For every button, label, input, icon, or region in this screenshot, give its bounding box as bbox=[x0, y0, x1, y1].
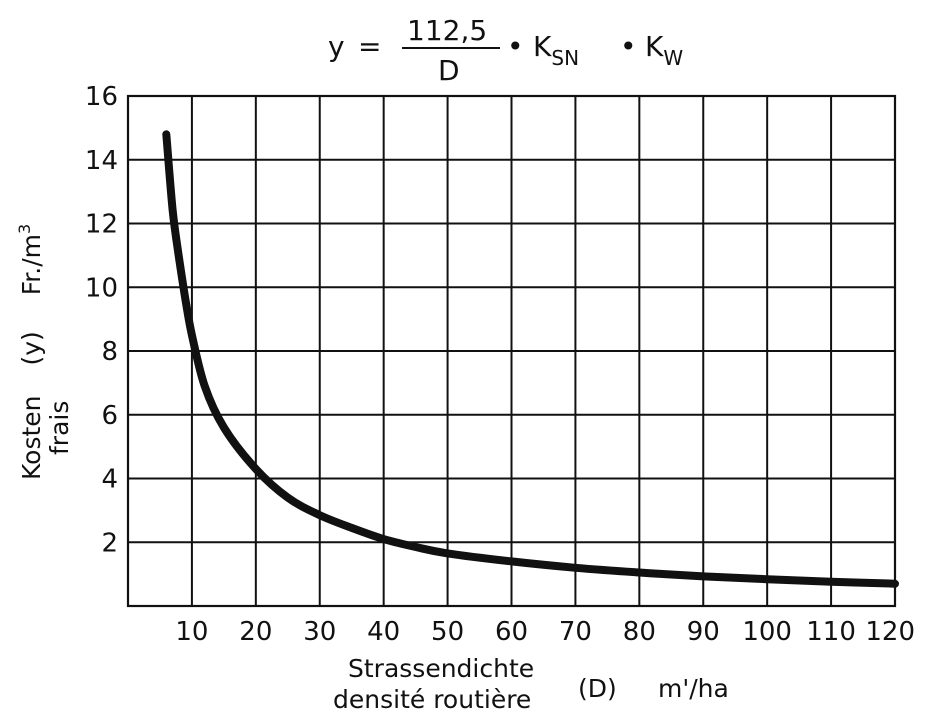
x-tick-label: 80 bbox=[623, 617, 656, 647]
x-axis-label: Strassendichte densité routière (D) m'/h… bbox=[333, 654, 729, 714]
x-axis-label-line-2: densité routière bbox=[333, 685, 531, 714]
y-tick-label: 4 bbox=[101, 465, 118, 495]
x-tick-label: 30 bbox=[303, 617, 336, 647]
y-axis-label-line-2: frais bbox=[45, 401, 74, 455]
x-axis-unit: m'/ha bbox=[658, 674, 729, 703]
formula-lhs: y bbox=[328, 30, 345, 63]
y-tick-label: 16 bbox=[85, 82, 118, 112]
y-tick-label: 10 bbox=[85, 273, 118, 303]
x-tick-label: 40 bbox=[367, 617, 400, 647]
x-tick-labels: 10 20 30 40 50 60 70 80 90 100 110 120 bbox=[175, 617, 915, 647]
y-tick-labels: 2 4 6 8 10 12 14 16 bbox=[85, 82, 118, 558]
plot-frame bbox=[126, 94, 897, 608]
formula-factor-2: KW bbox=[645, 30, 683, 70]
x-tick-label: 90 bbox=[687, 617, 720, 647]
x-tick-label: 70 bbox=[559, 617, 592, 647]
formula-denominator: D bbox=[438, 54, 460, 87]
y-tick-label: 8 bbox=[101, 337, 118, 367]
x-tick-label: 110 bbox=[806, 617, 856, 647]
x-tick-label: 100 bbox=[742, 617, 792, 647]
y-tick-label: 12 bbox=[85, 210, 118, 240]
y-tick-label: 6 bbox=[101, 401, 118, 431]
x-tick-label: 20 bbox=[239, 617, 272, 647]
formula: y = 112,5 D • KSN • KW bbox=[328, 14, 683, 87]
x-tick-label: 50 bbox=[431, 617, 464, 647]
x-tick-label: 10 bbox=[175, 617, 208, 647]
grid bbox=[128, 95, 896, 606]
x-axis-label-line-1: Strassendichte bbox=[348, 654, 534, 683]
y-tick-label: 2 bbox=[101, 528, 118, 558]
x-tick-label: 120 bbox=[865, 617, 915, 647]
y-axis-label: Kosten (y) Fr./m3 frais bbox=[15, 224, 74, 480]
formula-numerator: 112,5 bbox=[407, 14, 487, 47]
y-axis-label-line-1: Kosten (y) Fr./m3 bbox=[15, 224, 46, 480]
formula-factor-1: KSN bbox=[533, 30, 579, 70]
y-tick-label: 14 bbox=[85, 146, 118, 176]
x-axis-symbol: (D) bbox=[578, 674, 617, 703]
formula-equals: = bbox=[358, 30, 381, 63]
cost-curve bbox=[162, 130, 899, 588]
formula-dot-2: • bbox=[620, 30, 637, 63]
formula-dot-1: • bbox=[507, 30, 524, 63]
x-tick-label: 60 bbox=[495, 617, 528, 647]
